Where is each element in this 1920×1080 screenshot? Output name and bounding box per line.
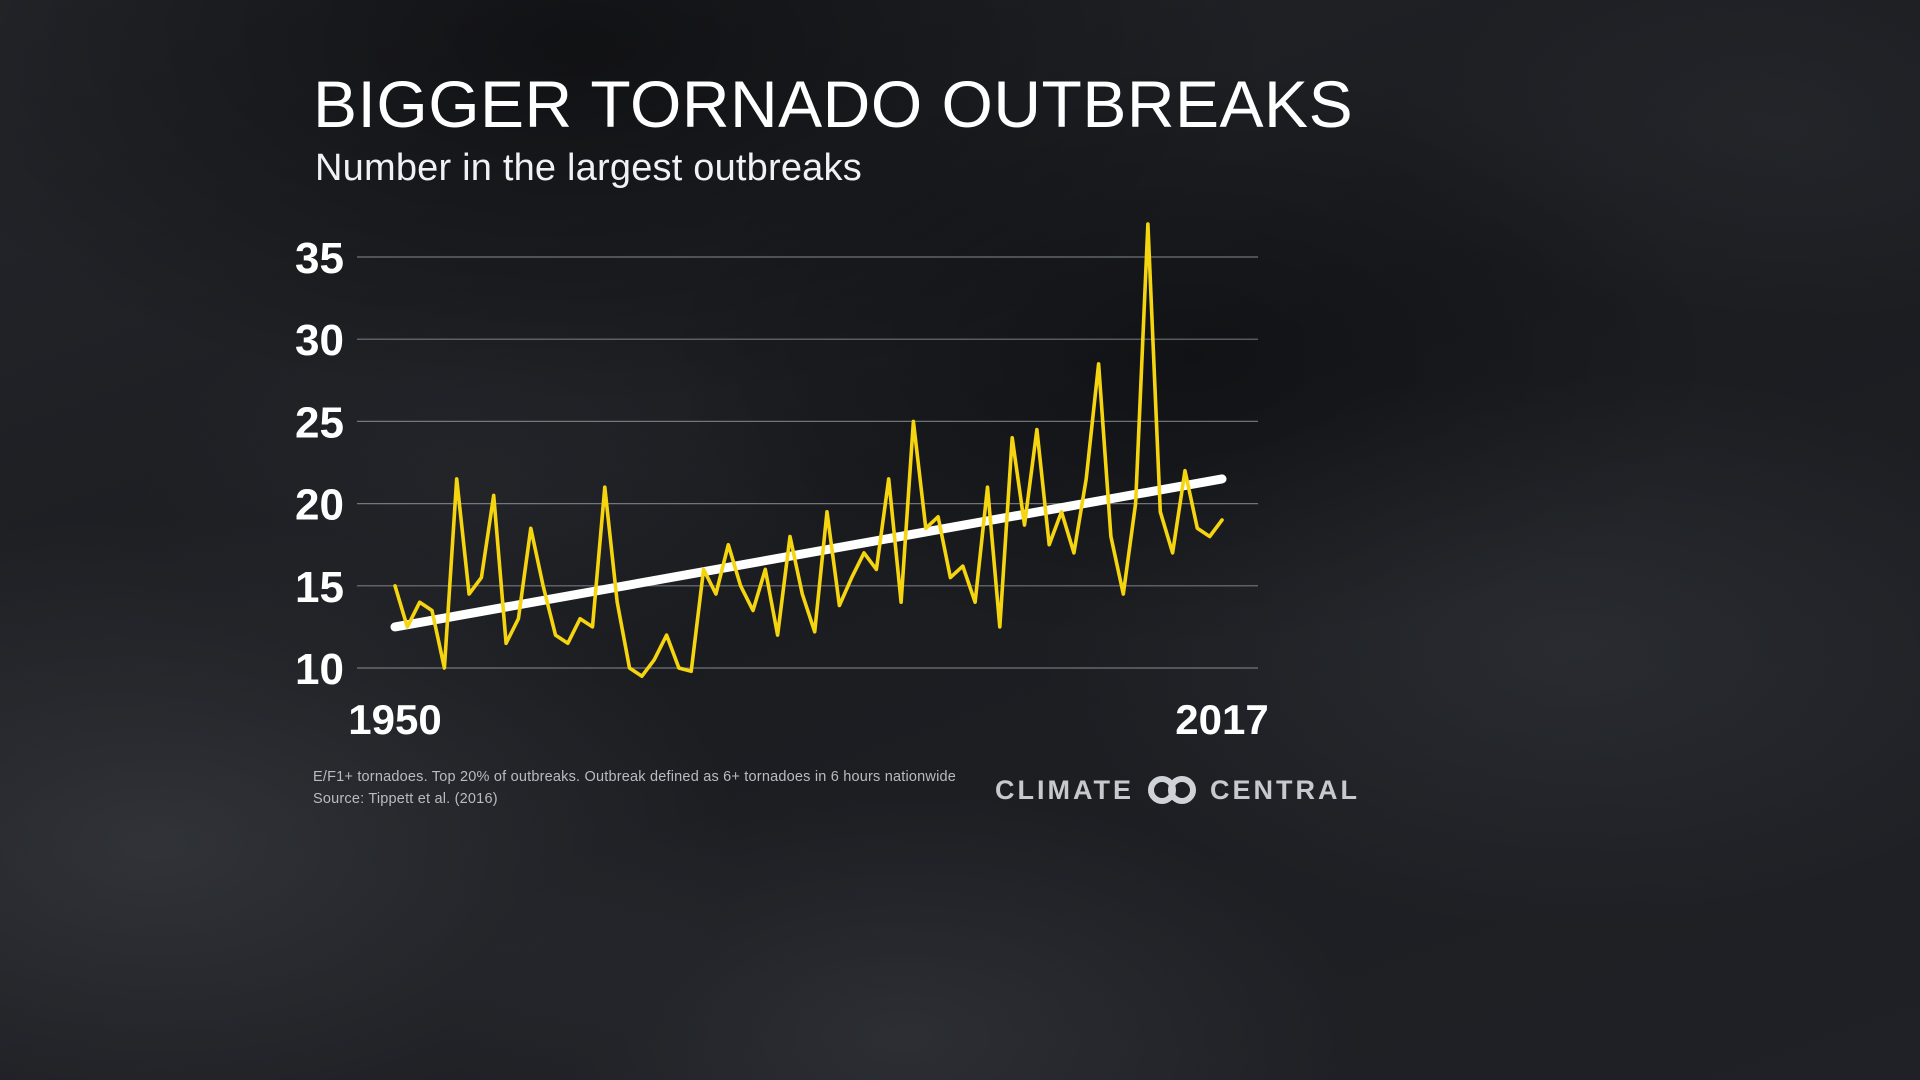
y-tick-label-35: 35 bbox=[295, 234, 344, 283]
chart-subtitle: Number in the largest outbreaks bbox=[315, 147, 862, 190]
outbreak-series-line bbox=[393, 222, 1224, 679]
logo-climate-text: CLIMATE bbox=[995, 774, 1134, 805]
chart-title: BIGGER TORNADO OUTBREAKS bbox=[313, 67, 1354, 141]
chart-header: BIGGER TORNADO OUTBREAKS Number in the l… bbox=[313, 67, 1354, 190]
footnote-line-2: Source: Tippett et al. (2016) bbox=[313, 791, 498, 808]
y-tick-label-20: 20 bbox=[295, 481, 344, 530]
climate-central-logo: CLIMATE CENTRAL bbox=[995, 772, 1360, 808]
chart-footnote: E/F1+ tornadoes. Top 20% of outbreaks. O… bbox=[313, 766, 956, 811]
interlocking-rings-icon bbox=[1147, 776, 1196, 804]
footnote-line-1: E/F1+ tornadoes. Top 20% of outbreaks. O… bbox=[313, 769, 957, 785]
y-tick-label-10: 10 bbox=[295, 645, 344, 694]
trend-line bbox=[390, 474, 1227, 632]
y-tick-label-15: 15 bbox=[295, 563, 344, 612]
y-tick-label-30: 30 bbox=[295, 316, 344, 365]
y-tick-label-25: 25 bbox=[295, 398, 344, 447]
x-tick-label-2017: 2017 bbox=[1175, 696, 1268, 743]
logo-central-text: CENTRAL bbox=[1209, 774, 1360, 805]
x-tick-label-1950: 1950 bbox=[348, 696, 441, 743]
